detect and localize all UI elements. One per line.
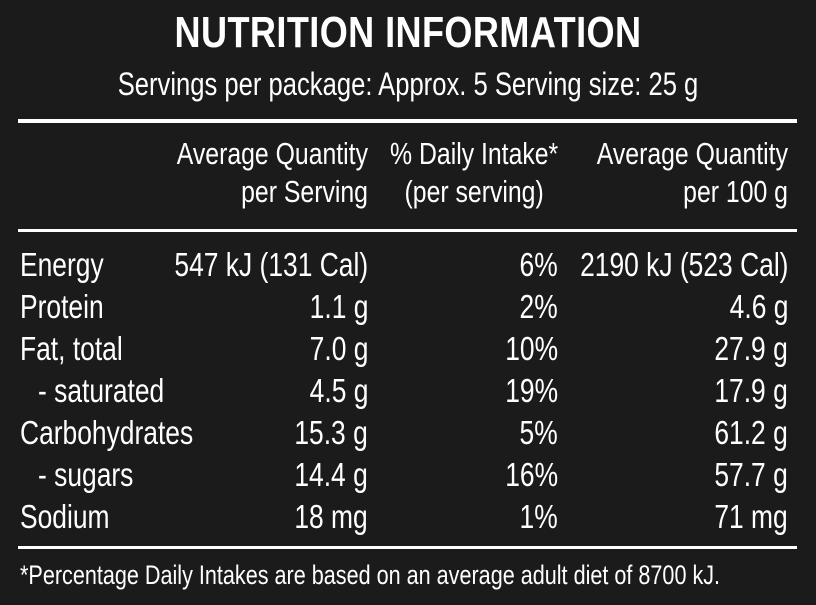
- nutrient-daily-intake: 19%: [505, 372, 558, 409]
- nutrient-daily-intake: 2%: [519, 288, 558, 325]
- header-per-100g-line1: Average Quantity: [596, 136, 788, 171]
- nutrient-name: Sodium: [20, 498, 110, 535]
- nutrient-row-fat-total: Fat, total 7.0 g 10% 27.9 g: [0, 328, 816, 370]
- nutrient-daily-intake: 1%: [519, 498, 558, 535]
- nutrient-per-100g: 2190 kJ (523 Cal): [579, 246, 788, 283]
- nutrient-per-serving: 4.5 g: [309, 372, 368, 409]
- nutrient-per-serving: 547 kJ (131 Cal): [174, 246, 368, 283]
- nutrient-per-100g: 57.7 g: [714, 456, 788, 493]
- nutrient-row-sodium: Sodium 18 mg 1% 71 mg: [0, 496, 816, 538]
- nutrient-per-100g: 17.9 g: [714, 372, 788, 409]
- nutrient-name: - saturated: [38, 372, 165, 409]
- panel-title: NUTRITION INFORMATION: [174, 8, 642, 57]
- nutrient-daily-intake: 6%: [519, 246, 558, 283]
- nutrient-name: Carbohydrates: [20, 414, 194, 451]
- header-per-100g: Average Quantity per 100 g: [597, 135, 788, 211]
- header-daily-intake: % Daily Intake* (per serving): [390, 135, 558, 211]
- header-per-100g-line2: per 100 g: [683, 174, 788, 209]
- nutrient-per-serving: 15.3 g: [294, 414, 368, 451]
- nutrient-per-100g: 27.9 g: [714, 330, 788, 367]
- nutrient-row-protein: Protein 1.1 g 2% 4.6 g: [0, 286, 816, 328]
- nutrient-per-100g: 71 mg: [714, 498, 788, 535]
- nutrient-name: Protein: [20, 288, 104, 325]
- nutrient-per-serving: 18 mg: [294, 498, 368, 535]
- header-per-serving: Average Quantity per Serving: [177, 135, 368, 211]
- nutrient-row-saturated: - saturated 4.5 g 19% 17.9 g: [0, 370, 816, 412]
- header-per-serving-line2: per Serving: [241, 174, 368, 209]
- nutrient-per-100g: 4.6 g: [729, 288, 788, 325]
- servings-line: Servings per package: Approx. 5 Serving …: [117, 66, 699, 102]
- bottom-divider: [18, 546, 797, 549]
- nutrient-rows: Energy 547 kJ (131 Cal) 6% 2190 kJ (523 …: [0, 244, 816, 538]
- nutrient-row-carbohydrates: Carbohydrates 15.3 g 5% 61.2 g: [0, 412, 816, 454]
- nutrient-per-serving: 1.1 g: [309, 288, 368, 325]
- nutrient-name: Energy: [20, 246, 104, 283]
- nutrient-row-energy: Energy 547 kJ (131 Cal) 6% 2190 kJ (523 …: [0, 244, 816, 286]
- nutrient-daily-intake: 16%: [505, 456, 558, 493]
- nutrient-name: Fat, total: [20, 330, 123, 367]
- nutrient-row-sugars: - sugars 14.4 g 16% 57.7 g: [0, 454, 816, 496]
- footnote: *Percentage Daily Intakes are based on a…: [20, 560, 721, 590]
- nutrient-name: - sugars: [38, 456, 134, 493]
- nutrient-per-100g: 61.2 g: [714, 414, 788, 451]
- header-daily-intake-line1: % Daily Intake*: [389, 136, 558, 171]
- nutrient-per-serving: 7.0 g: [309, 330, 368, 367]
- nutrient-per-serving: 14.4 g: [294, 456, 368, 493]
- header-per-serving-line1: Average Quantity: [176, 136, 368, 171]
- nutrient-daily-intake: 5%: [519, 414, 558, 451]
- header-divider: [18, 229, 797, 232]
- header-daily-intake-line2: (per serving): [404, 174, 544, 209]
- top-divider: [18, 119, 797, 123]
- nutrient-daily-intake: 10%: [505, 330, 558, 367]
